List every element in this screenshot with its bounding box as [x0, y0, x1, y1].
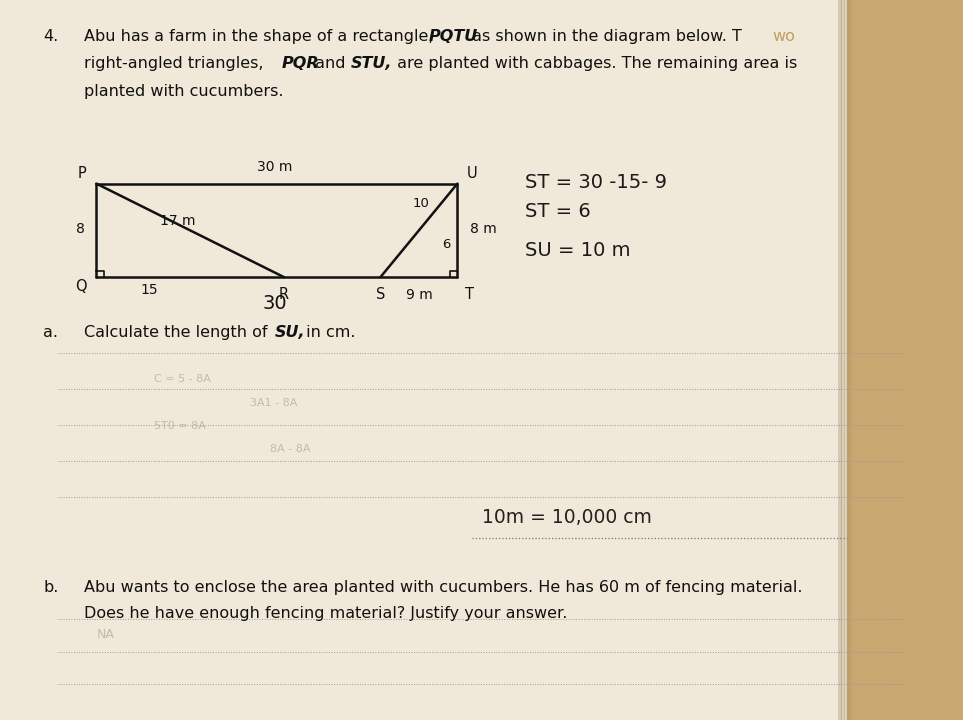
- Text: 5T0 = 8A: 5T0 = 8A: [154, 421, 206, 431]
- Bar: [846, 0, 850, 720]
- Bar: [847, 0, 963, 720]
- Text: R: R: [279, 287, 289, 302]
- Text: S: S: [376, 287, 385, 302]
- Text: are planted with cabbages. The remaining area is: are planted with cabbages. The remaining…: [392, 56, 797, 71]
- Text: 10: 10: [412, 197, 429, 210]
- Text: 8A - 8A: 8A - 8A: [270, 444, 310, 454]
- Text: 8: 8: [76, 222, 85, 236]
- Text: right-angled triangles,: right-angled triangles,: [84, 56, 269, 71]
- Text: ST = 30 -15- 9: ST = 30 -15- 9: [525, 173, 666, 192]
- Text: SU = 10 m: SU = 10 m: [525, 241, 631, 260]
- Text: C = 5 - 8A: C = 5 - 8A: [154, 374, 211, 384]
- Text: SU,: SU,: [274, 325, 305, 341]
- Text: 9 m: 9 m: [405, 288, 432, 302]
- Text: wo: wo: [772, 29, 795, 44]
- Text: P: P: [78, 166, 87, 181]
- Text: U: U: [467, 166, 478, 181]
- Text: in cm.: in cm.: [301, 325, 356, 341]
- Text: ST = 6: ST = 6: [525, 202, 590, 220]
- Text: T: T: [465, 287, 474, 302]
- Text: as shown in the diagram below. T: as shown in the diagram below. T: [467, 29, 742, 44]
- Text: NA: NA: [96, 628, 115, 641]
- Bar: [844, 0, 847, 720]
- Text: STU,: STU,: [351, 56, 392, 71]
- Text: 6: 6: [442, 238, 450, 251]
- Text: 8 m: 8 m: [470, 222, 497, 236]
- Bar: [0, 0, 847, 720]
- Text: 17 m: 17 m: [161, 214, 195, 228]
- Text: PQR: PQR: [281, 56, 319, 71]
- Text: 4.: 4.: [43, 29, 59, 44]
- Text: b.: b.: [43, 580, 59, 595]
- Bar: [849, 0, 853, 720]
- Text: planted with cucumbers.: planted with cucumbers.: [84, 84, 283, 99]
- Text: PQTU: PQTU: [429, 29, 478, 44]
- Text: 3A1 - 8A: 3A1 - 8A: [250, 398, 298, 408]
- Text: and: and: [310, 56, 351, 71]
- Text: 15: 15: [141, 283, 158, 297]
- Text: Does he have enough fencing material? Justify your answer.: Does he have enough fencing material? Ju…: [84, 606, 567, 621]
- Text: Abu has a farm in the shape of a rectangle,: Abu has a farm in the shape of a rectang…: [84, 29, 438, 44]
- Text: 30: 30: [262, 294, 287, 312]
- Text: Abu wants to enclose the area planted with cucumbers. He has 60 m of fencing mat: Abu wants to enclose the area planted wi…: [84, 580, 802, 595]
- Text: 30 m: 30 m: [257, 161, 292, 174]
- Text: Calculate the length of: Calculate the length of: [84, 325, 273, 341]
- Bar: [841, 0, 845, 720]
- Text: 10m = 10,000 cm: 10m = 10,000 cm: [482, 508, 651, 526]
- Bar: [838, 0, 842, 720]
- Text: Q: Q: [75, 279, 87, 294]
- Text: a.: a.: [43, 325, 59, 341]
